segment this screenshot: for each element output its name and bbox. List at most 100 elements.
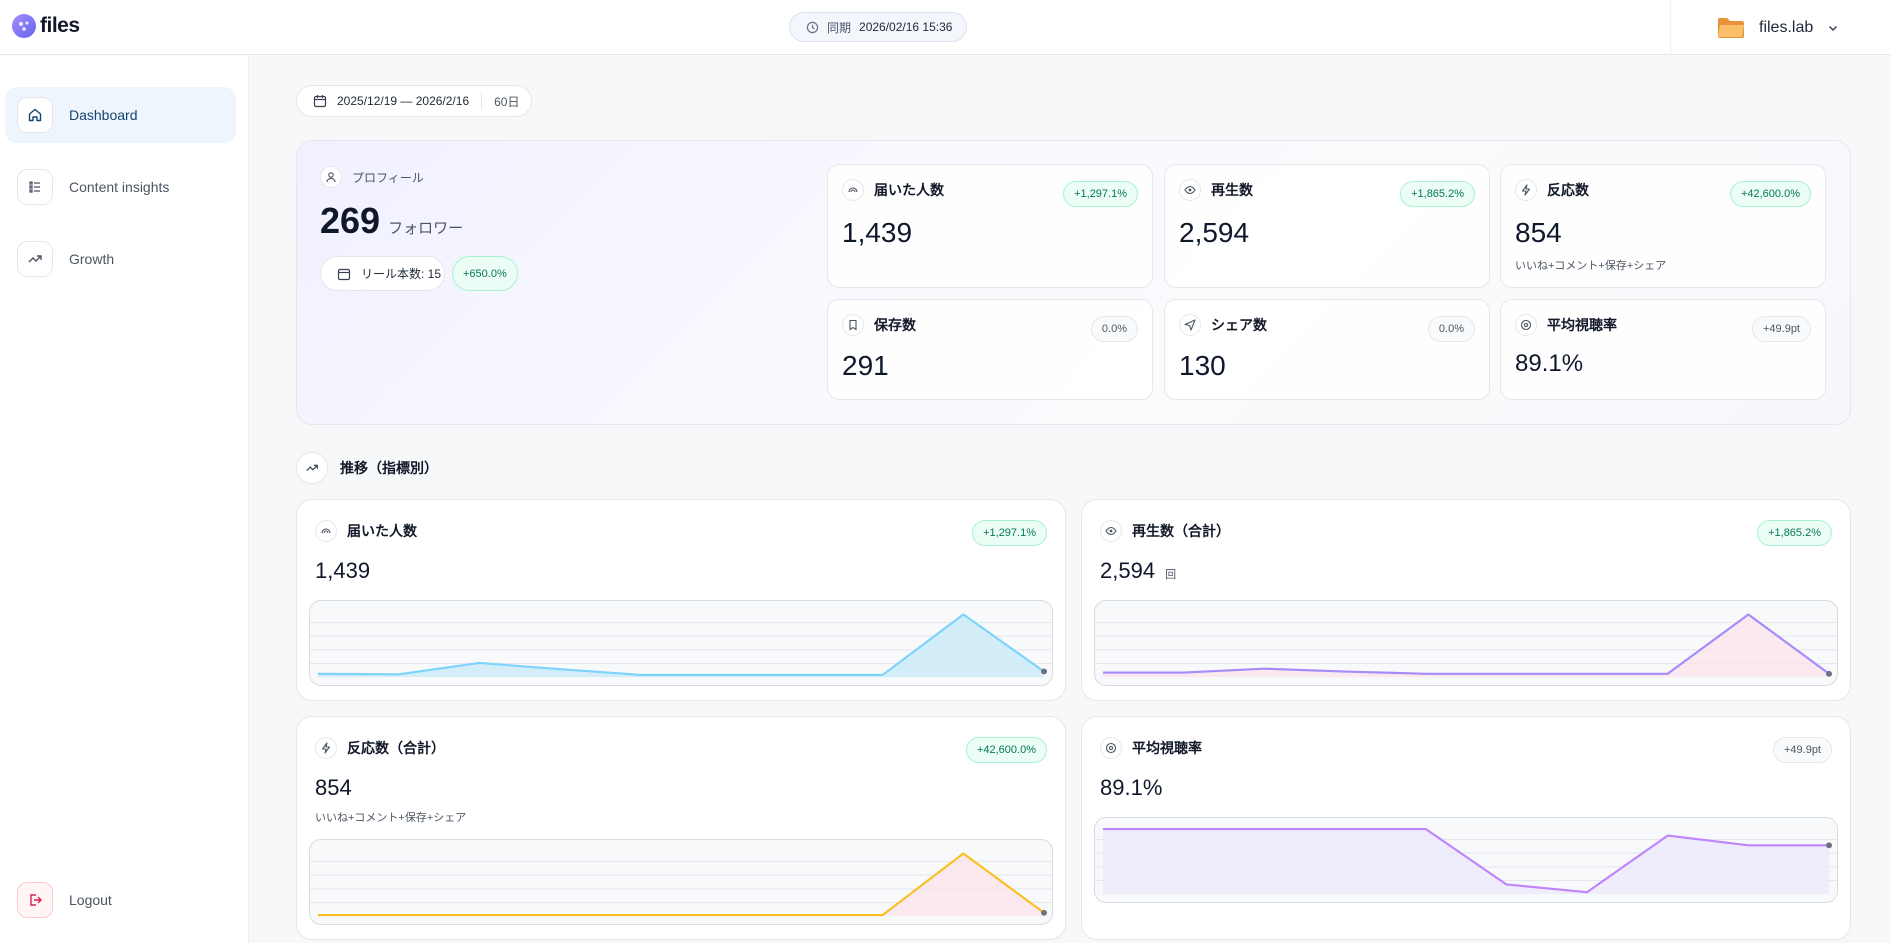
metric-label: シェア数 — [1211, 317, 1267, 333]
send-icon — [1179, 314, 1201, 336]
chart-change-badge: +42,600.0% — [965, 737, 1047, 763]
folder-icon — [1718, 17, 1744, 38]
chart-change-badge: +1,297.1% — [972, 520, 1047, 546]
series-line — [1102, 827, 1830, 894]
reel-change-badge: +650.0% — [452, 256, 518, 291]
series-line — [1102, 613, 1830, 675]
account-name: files.lab — [1759, 18, 1814, 36]
chart-value: 854 — [315, 775, 352, 801]
last-point[interactable] — [1826, 670, 1833, 677]
list-icon — [17, 169, 53, 205]
chart-plot — [309, 839, 1053, 925]
chart-title: 届いた人数 — [347, 523, 417, 539]
chart-subtext: いいね+コメント+保存+シェア — [315, 812, 467, 824]
chart-plot — [1094, 600, 1838, 686]
account-menu[interactable]: files.lab — [1670, 0, 1891, 55]
logo-text: files — [40, 14, 80, 37]
chart-value-text: 1,439 — [315, 558, 371, 583]
chart-value-text: 2,594 — [1100, 558, 1156, 583]
metric-card-shares: シェア数 0.0% 130 — [1164, 299, 1490, 400]
metric-card-saves: 保存数 0.0% 291 — [827, 299, 1153, 400]
chart-plot — [309, 600, 1053, 686]
metric-change-badge: 0.0% — [1427, 316, 1475, 342]
app-logo[interactable]: files — [12, 14, 80, 38]
home-icon — [17, 97, 53, 133]
followers-unit: フォロワー — [388, 220, 464, 237]
followers-value: 269 — [320, 200, 381, 241]
clock-icon — [806, 21, 819, 33]
chart-change-badge: +49.9pt — [1772, 737, 1832, 763]
series-area — [317, 853, 1045, 917]
chart-change-badge: +1,865.2% — [1757, 520, 1832, 546]
reach-icon — [315, 520, 337, 542]
chart-value: 89.1% — [1100, 775, 1162, 801]
logo-mark-icon — [12, 14, 36, 38]
sidebar-item-dashboard[interactable]: Dashboard — [5, 87, 236, 143]
bookmark-icon — [842, 314, 864, 336]
lightning-icon — [315, 737, 337, 759]
sidebar: Dashboard Content insights Growth Logout — [0, 56, 249, 943]
profile-label: プロフィール — [320, 166, 424, 188]
date-range-days: 60日 — [494, 94, 520, 109]
metric-label: 届いた人数 — [874, 182, 944, 198]
trend-section-title: 推移（指標別） — [296, 452, 438, 484]
metric-card-reach: 届いた人数 +1,297.1% 1,439 — [827, 164, 1153, 288]
sidebar-item-label: Content insights — [69, 179, 170, 195]
logout-label: Logout — [69, 892, 112, 908]
metric-label: 反応数 — [1547, 182, 1589, 198]
sidebar-item-growth[interactable]: Growth — [5, 231, 236, 287]
sidebar-item-label: Dashboard — [69, 107, 138, 123]
metric-label: 保存数 — [874, 317, 916, 333]
chart-card-plays: 再生数（合計） +1,865.2% 2,594 回 — [1081, 499, 1851, 701]
metric-value: 130 — [1179, 350, 1226, 381]
metric-value: 291 — [842, 350, 889, 381]
last-point[interactable] — [1041, 668, 1048, 675]
date-range-picker[interactable]: 2025/12/19 — 2026/2/16 60日 — [296, 85, 532, 117]
trend-title-text: 推移（指標別） — [340, 460, 438, 476]
chart-card-reactions: 反応数（合計） +42,600.0% 854 いいね+コメント+保存+シェア — [296, 716, 1066, 940]
metric-card-reactions: 反応数 +42,600.0% 854 いいね+コメント+保存+シェア — [1500, 164, 1826, 288]
metric-label: 再生数 — [1211, 182, 1253, 198]
sync-status: 同期 2026/02/16 15:36 — [789, 12, 967, 42]
metric-value: 2,594 — [1179, 217, 1250, 248]
metric-change-badge: 0.0% — [1090, 316, 1138, 342]
metric-change-badge: +1,297.1% — [1063, 181, 1138, 207]
series-line — [317, 852, 1045, 917]
chart-plot — [1094, 817, 1838, 903]
trend-up-icon — [296, 452, 328, 484]
series-area — [1102, 829, 1830, 895]
sidebar-item-content-insights[interactable]: Content insights — [5, 159, 236, 215]
logout-button[interactable]: Logout — [5, 872, 236, 928]
metric-value: 89.1% — [1515, 350, 1584, 377]
last-point[interactable] — [1826, 842, 1833, 849]
followers-count: 269 フォロワー — [320, 200, 463, 242]
date-range-text: 2025/12/19 — 2026/2/16 — [337, 94, 470, 108]
chart-value-unit: 回 — [1165, 569, 1177, 581]
reel-count-text: リール本数: 15 — [361, 267, 442, 281]
sync-timestamp: 2026/02/16 15:36 — [859, 20, 953, 34]
chart-title: 平均視聴率 — [1132, 740, 1202, 756]
metric-change-badge: +49.9pt — [1751, 316, 1811, 342]
last-point[interactable] — [1041, 909, 1048, 916]
chart-value: 2,594 回 — [1100, 558, 1176, 584]
target-icon — [1515, 314, 1537, 336]
chart-title: 反応数（合計） — [347, 740, 445, 756]
chevron-down-icon — [1829, 25, 1838, 31]
metric-subtext: いいね+コメント+保存+シェア — [1515, 260, 1667, 272]
metric-value: 854 — [1515, 217, 1562, 248]
calendar-icon — [337, 268, 351, 280]
top-bar: files 同期 2026/02/16 15:36 files.lab — [0, 0, 1891, 55]
trend-up-icon — [17, 241, 53, 277]
chart-title: 再生数（合計） — [1132, 523, 1230, 539]
divider — [481, 92, 483, 110]
chart-card-reach: 届いた人数 +1,297.1% 1,439 — [296, 499, 1066, 701]
eye-icon — [1179, 179, 1201, 201]
chart-value-text: 854 — [315, 775, 352, 800]
target-icon — [1100, 737, 1122, 759]
series-line — [317, 613, 1045, 677]
lightning-icon — [1515, 179, 1537, 201]
chart-card-watch-rate: 平均視聴率 +49.9pt 89.1% — [1081, 716, 1851, 940]
calendar-icon — [313, 95, 327, 108]
eye-icon — [1100, 520, 1122, 542]
metric-value: 1,439 — [842, 217, 913, 248]
